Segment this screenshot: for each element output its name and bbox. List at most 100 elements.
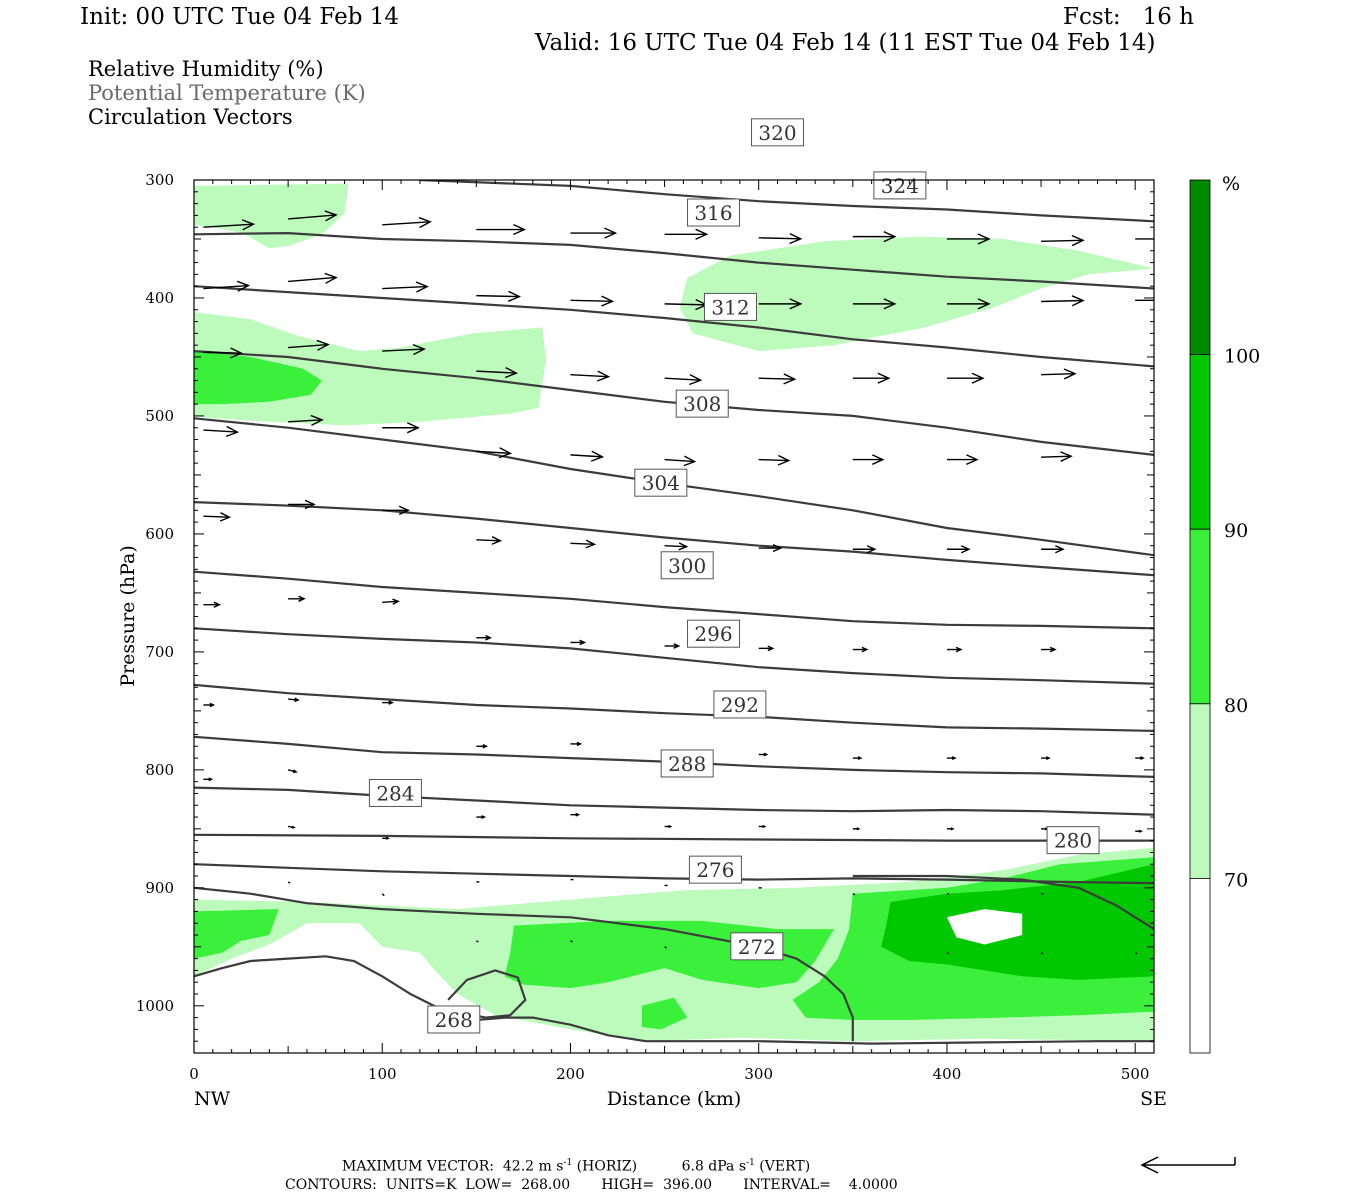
circulation-vector xyxy=(664,455,697,467)
vector-head xyxy=(298,595,306,602)
vector-head xyxy=(866,545,877,554)
theta-label-text: 288 xyxy=(668,752,706,776)
vector-head xyxy=(579,639,587,646)
vector-head xyxy=(513,223,527,236)
vector-head xyxy=(678,542,689,551)
max-vector-horiz-exp: -1 xyxy=(563,1158,573,1168)
circulation-vector xyxy=(1040,952,1044,955)
rh-region xyxy=(194,183,349,249)
theta-label-box xyxy=(751,118,805,147)
vector-head xyxy=(966,454,979,465)
circulation-vector xyxy=(570,450,605,462)
circulation-vector xyxy=(382,598,400,605)
vector-shaft xyxy=(476,539,501,542)
circulation-vector xyxy=(1041,368,1077,380)
circulation-vector xyxy=(570,539,597,549)
colorbar-level-label: 80 xyxy=(1224,695,1248,717)
y-tick-label: 800 xyxy=(145,761,174,779)
vector-head xyxy=(971,372,985,384)
theta-label-312: 312 xyxy=(703,292,757,321)
vector-shaft xyxy=(1040,952,1044,955)
y-tick-label: 600 xyxy=(145,525,174,543)
theta-label-280: 280 xyxy=(1046,826,1100,855)
vector-head xyxy=(673,643,681,649)
max-vector-line: MAXIMUM VECTOR: 42.2 m s-1 (HORIZ) 6.8 d… xyxy=(342,1158,810,1175)
vector-head xyxy=(1055,545,1065,554)
theta-label-box xyxy=(675,389,729,418)
theta-label-300: 300 xyxy=(660,551,714,580)
theta-label-text: 284 xyxy=(376,781,414,805)
rh-region xyxy=(642,997,688,1030)
x-tick-label: 400 xyxy=(933,1065,962,1083)
vector-head xyxy=(1140,756,1145,760)
theta-label-box xyxy=(713,690,767,719)
vector-head xyxy=(596,370,611,382)
vector-head xyxy=(491,536,503,545)
circulation-vector xyxy=(570,940,573,943)
reference-vector xyxy=(1140,1156,1236,1174)
vector-head xyxy=(213,601,222,608)
vector-head xyxy=(950,827,955,831)
theta-contour-312 xyxy=(194,350,1154,456)
circulation-vector xyxy=(946,756,957,760)
circulation-vector xyxy=(203,280,251,292)
circulation-vector xyxy=(288,499,316,510)
theta-label-text: 292 xyxy=(721,693,759,717)
theta-label-text: 308 xyxy=(683,392,721,416)
theta-contour-272 xyxy=(194,886,854,1042)
vector-head xyxy=(604,227,618,239)
vector-head xyxy=(861,646,869,653)
vector-head xyxy=(304,499,316,510)
circulation-vector xyxy=(946,827,955,831)
legend-vectors: Circulation Vectors xyxy=(88,105,293,129)
vector-head xyxy=(209,702,216,708)
circulation-vector xyxy=(852,298,897,310)
theta-label-288: 288 xyxy=(660,749,714,778)
theta-contour-304 xyxy=(194,501,1154,577)
circulation-vector xyxy=(203,702,216,708)
circulation-vector xyxy=(664,542,689,551)
theta-label-box xyxy=(687,198,741,227)
vector-shaft xyxy=(203,351,242,354)
vector-head xyxy=(388,700,394,705)
circulation-vector xyxy=(570,639,587,646)
init-time: Init: 00 UTC Tue 04 Feb 14 xyxy=(80,4,400,30)
vector-shaft xyxy=(1041,372,1076,376)
vector-head xyxy=(763,752,769,757)
colorbar-level-label: 70 xyxy=(1224,869,1248,891)
theta-label-box xyxy=(368,778,422,807)
theta-contour-300 xyxy=(194,570,1154,630)
circulation-vector xyxy=(570,741,583,747)
vector-head xyxy=(1063,368,1077,380)
vector-head xyxy=(872,454,885,465)
circulation-vector xyxy=(381,893,385,897)
circulation-vector xyxy=(288,414,324,427)
theta-label-304: 304 xyxy=(634,468,688,497)
theta-contour-268 xyxy=(194,955,1154,1045)
theta-contour-324 xyxy=(419,180,1154,223)
x-tick-label: 0 xyxy=(189,1065,199,1083)
circulation-vector xyxy=(288,210,338,222)
vector-shaft xyxy=(382,600,399,604)
theta-contour-276 xyxy=(194,863,1154,885)
theta-label-316: 316 xyxy=(687,198,741,227)
theta-label-text: 296 xyxy=(694,622,732,646)
theta-label-284: 284 xyxy=(368,778,422,807)
vector-head xyxy=(324,210,338,222)
vector-shaft xyxy=(570,299,613,303)
vector-shaft xyxy=(287,881,291,884)
vector-head xyxy=(406,422,420,434)
circulation-vector xyxy=(382,836,390,840)
theta-label-text: 324 xyxy=(881,174,919,198)
contours-info: CONTOURS: UNITS=K LOW= 268.00 HIGH= 396.… xyxy=(285,1177,898,1193)
circulation-vector xyxy=(946,454,979,465)
vector-shaft xyxy=(852,893,856,896)
circulation-vector xyxy=(382,505,410,516)
vector-shaft xyxy=(382,348,425,352)
circulation-vector xyxy=(1041,756,1051,760)
x-tick-label: 300 xyxy=(744,1065,773,1083)
circulation-vector xyxy=(852,756,863,760)
circulation-vector xyxy=(758,543,783,553)
theta-label-text: 272 xyxy=(738,935,776,959)
